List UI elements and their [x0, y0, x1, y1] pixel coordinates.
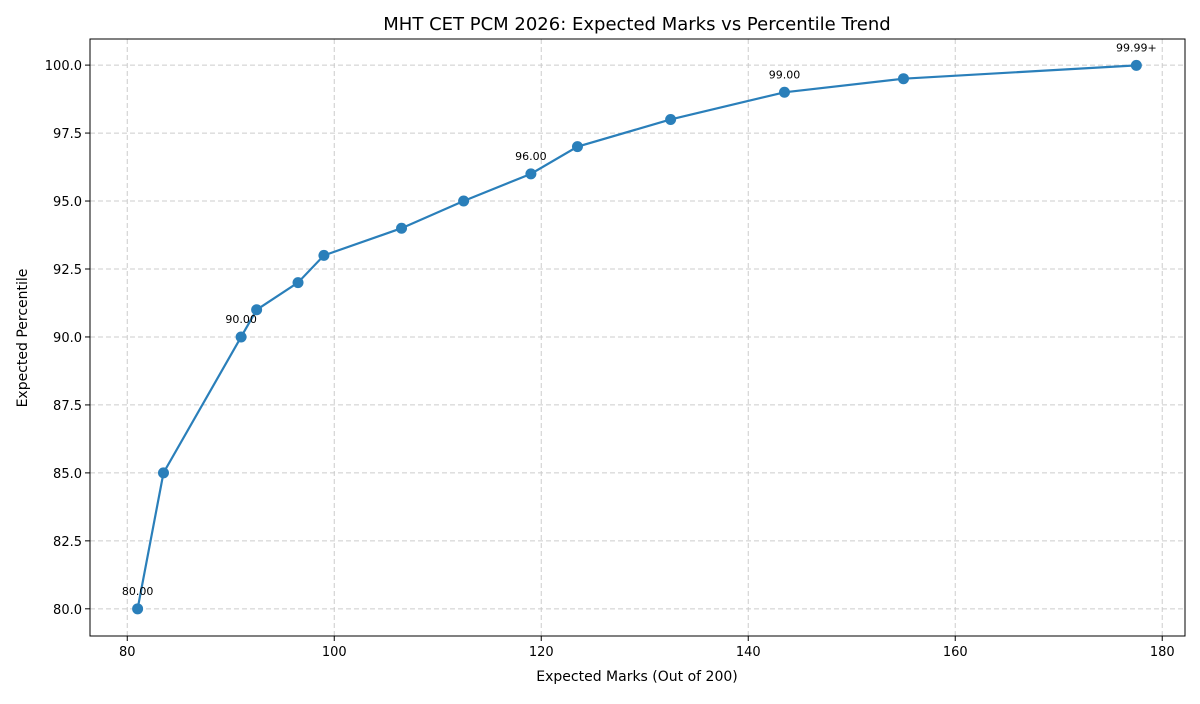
data-label: 80.00: [122, 585, 154, 598]
data-point: [292, 277, 304, 289]
y-tick-label: 100.0: [45, 59, 82, 74]
data-label: 99.99+: [1116, 41, 1157, 54]
x-tick-label: 80: [119, 645, 136, 660]
data-point: [318, 249, 330, 261]
y-tick-label: 82.5: [53, 535, 82, 550]
x-tick-label: 160: [943, 645, 968, 660]
y-axis-label: Expected Percentile: [15, 269, 31, 408]
x-tick-label: 120: [529, 645, 554, 660]
data-point: [396, 222, 408, 234]
data-point: [571, 141, 583, 153]
data-point: [132, 603, 144, 615]
data-point: [665, 113, 677, 125]
data-point: [525, 168, 537, 180]
x-tick-label: 180: [1150, 645, 1175, 660]
data-point: [1130, 59, 1142, 71]
data-point: [251, 304, 263, 316]
chart-title: MHT CET PCM 2026: Expected Marks vs Perc…: [383, 14, 890, 35]
data-point: [778, 86, 790, 98]
y-tick-label: 97.5: [53, 127, 82, 142]
plot-frame: [89, 38, 1186, 637]
data-point: [458, 195, 470, 207]
x-tick-label: 100: [322, 645, 347, 660]
data-label: 96.00: [515, 150, 547, 163]
y-tick-label: 90.0: [53, 331, 82, 346]
y-tick-label: 95.0: [53, 195, 82, 210]
y-tick-label: 80.0: [53, 603, 82, 618]
y-tick-label: 92.5: [53, 263, 82, 278]
x-axis-label: Expected Marks (Out of 200): [536, 669, 737, 685]
data-point: [157, 467, 169, 479]
data-point: [235, 331, 247, 343]
data-label: 90.00: [225, 313, 257, 326]
data-point: [897, 73, 909, 85]
y-tick-label: 85.0: [53, 467, 82, 482]
data-label: 99.00: [769, 68, 801, 81]
y-tick-label: 87.5: [53, 399, 82, 414]
x-tick-label: 140: [736, 645, 761, 660]
